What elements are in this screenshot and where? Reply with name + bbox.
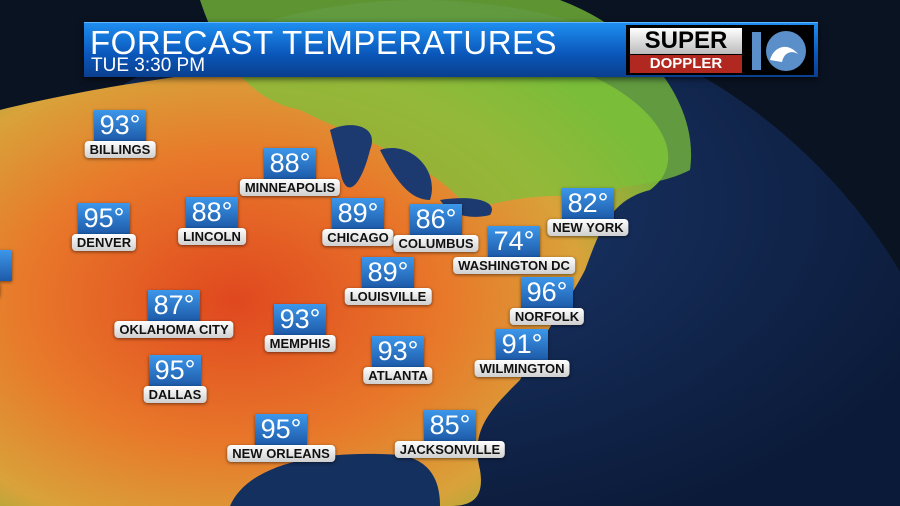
temperature-value: 89° <box>362 257 414 288</box>
city-label: JACKSONVILLE <box>394 441 506 458</box>
city-label: COLUMBUS <box>393 235 479 252</box>
city-label: DENVER <box>71 234 137 251</box>
city-label: BILLINGS <box>84 141 156 158</box>
city-label: LOUISVILLE <box>344 288 432 305</box>
temperature-value: 82° <box>562 188 614 219</box>
temperature-value: 89° <box>332 198 384 229</box>
page-title: FORECAST TEMPERATURES <box>90 24 558 61</box>
city-label: NORFOLK <box>509 308 585 325</box>
gulf <box>230 453 440 506</box>
temperature-value: 86° <box>410 204 462 235</box>
city-label: ATLANTA <box>363 367 433 384</box>
temperature-value: 93° <box>372 336 424 367</box>
temperature-value: 88° <box>186 197 238 228</box>
temperature-value: 87° <box>148 290 200 321</box>
city-label: OKLAHOMA CITY <box>114 321 234 338</box>
logo-doppler: DOPPLER <box>630 55 742 73</box>
city-label: DALLAS <box>143 386 207 403</box>
city-label: NEW ORLEANS <box>227 445 335 462</box>
logo-10-wave-icon <box>752 31 806 71</box>
temperature-value: 95° <box>255 414 307 445</box>
city-label: MINNEAPOLIS <box>239 179 341 196</box>
header-bar: FORECAST TEMPERATURES TUE 3:30 PM SUPER … <box>84 22 818 77</box>
temperature-value: 88° <box>264 148 316 179</box>
city-label: CHICAGO <box>322 229 394 246</box>
temperature-value: 91° <box>496 329 548 360</box>
temperature-value: 95° <box>149 355 201 386</box>
temperature-value: ° <box>0 250 12 281</box>
temperature-value: 85° <box>424 410 476 441</box>
logo-super: SUPER <box>630 28 742 54</box>
city-label: NEW YORK <box>547 219 629 236</box>
city-label: MEMPHIS <box>264 335 336 352</box>
city-label: WILMINGTON <box>474 360 570 377</box>
city-label: LINCOLN <box>178 228 246 245</box>
temperature-value: 96° <box>521 277 573 308</box>
great-lakes <box>330 125 492 217</box>
forecast-time: TUE 3:30 PM <box>91 55 206 76</box>
temperature-value: 93° <box>274 304 326 335</box>
station-logo: SUPER DOPPLER <box>626 25 814 75</box>
city-label: WASHINGTON DC <box>453 257 575 274</box>
temperature-value: 95° <box>78 203 130 234</box>
temperature-value: 93° <box>94 110 146 141</box>
temperature-value: 74° <box>488 226 540 257</box>
